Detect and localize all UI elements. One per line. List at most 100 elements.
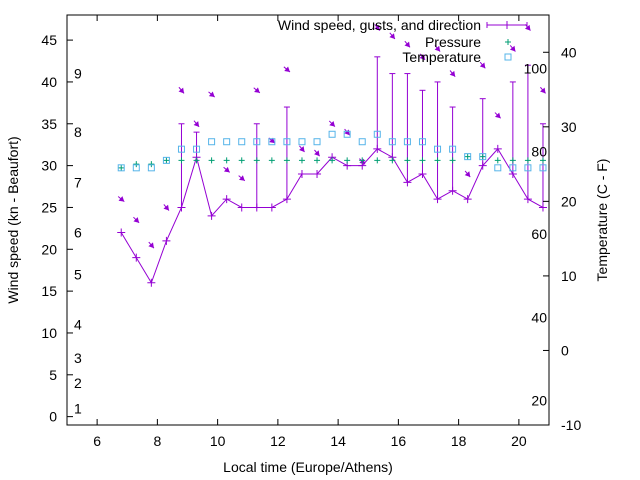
pressure-point — [253, 157, 260, 164]
wind-direction-arrow — [253, 87, 261, 94]
wind-arrow-head — [163, 204, 169, 211]
y-tick-label: 0 — [49, 409, 57, 425]
wind-speed-point — [538, 203, 547, 212]
wind-direction-arrow — [389, 32, 396, 40]
y-tick-label: 20 — [41, 241, 57, 257]
wind-arrow-head — [148, 242, 154, 249]
beaufort-label: 6 — [74, 225, 82, 241]
legend-group: Wind speed, gusts, and directionPressure… — [278, 17, 528, 65]
temperature-point — [283, 138, 291, 146]
wind-speed-point — [297, 169, 306, 178]
x-tick-label: 20 — [511, 433, 527, 449]
temperature-point — [343, 130, 351, 138]
y-tick-label: 40 — [41, 74, 57, 90]
x-tick-label: 6 — [93, 433, 101, 449]
pressure-point — [178, 157, 185, 164]
x-tick-label: 18 — [451, 433, 467, 449]
wind-arrow-head — [284, 66, 290, 72]
temperature-point — [147, 164, 155, 172]
wind-direction-arrow — [238, 175, 246, 182]
beaufort-label: 3 — [74, 350, 82, 366]
y2-tick-label: 0 — [561, 342, 569, 358]
axes-group: 6 8 10 12 14 16 18 20051015202530354045-1001020… — [41, 14, 581, 449]
pressure-point — [494, 157, 501, 164]
beaufort-label: 9 — [74, 66, 82, 82]
temperature-point — [524, 164, 532, 172]
wind-direction-arrow — [464, 170, 471, 178]
temperature-point — [162, 156, 170, 164]
wind-direction-arrow — [509, 45, 516, 52]
wind-arrow-head — [299, 146, 305, 152]
beaufort-label: 1 — [74, 400, 82, 416]
wind-direction-arrow — [494, 112, 501, 119]
legend-swatch-temperature — [504, 53, 512, 61]
pressure-point — [434, 157, 441, 164]
pressure-point — [539, 157, 546, 164]
pressure-point — [133, 161, 140, 168]
x-tick-label: 14 — [330, 433, 346, 449]
wind-arrow-head — [329, 120, 335, 127]
pressure-series-group — [118, 153, 546, 171]
pressure-point — [479, 153, 486, 160]
wind-direction-arrow — [524, 24, 531, 31]
temperature-point — [358, 138, 366, 146]
wind-speed-point — [117, 228, 126, 237]
temperature-point — [328, 130, 336, 138]
pressure-point — [163, 157, 170, 164]
wind-arrow-head — [404, 41, 410, 48]
y-tick-label: 10 — [41, 325, 57, 341]
temperature-point — [479, 153, 487, 161]
wind-speed-point — [478, 161, 487, 170]
beaufort-label: 5 — [74, 266, 82, 282]
wind-arrow-head — [254, 87, 260, 93]
fahrenheit-label: 40 — [531, 310, 547, 326]
temperature-point — [238, 138, 246, 146]
wind-direction-arrow — [208, 91, 215, 98]
legend-swatch-pressure — [505, 39, 511, 45]
x-tick-label: 10 — [210, 433, 226, 449]
wind-speed-point — [493, 144, 502, 153]
wind-direction-arrow — [479, 61, 486, 69]
temperature-point — [268, 138, 276, 146]
legend-label: Pressure — [425, 34, 481, 50]
wind-arrow-head — [449, 70, 456, 77]
wind-speed-point — [222, 195, 231, 204]
fahrenheit-label: 60 — [531, 226, 547, 242]
wind-direction-arrow — [328, 120, 336, 127]
y-tick-label: 5 — [49, 367, 57, 383]
wind-speed-point — [403, 178, 412, 187]
wind-speed-point — [433, 195, 442, 204]
temperature-point — [313, 138, 321, 146]
pressure-point — [223, 157, 230, 164]
wind-arrow-head — [419, 54, 426, 60]
temperature-point — [494, 164, 502, 172]
pressure-point — [148, 161, 155, 168]
wind-speed-point — [237, 203, 246, 212]
wind-arrow-head — [524, 24, 531, 31]
y-tick-label: 30 — [41, 158, 57, 174]
wind-speed-point — [418, 169, 427, 178]
pressure-point — [329, 157, 336, 164]
beaufort-label: 4 — [74, 317, 82, 333]
beaufort-label: 7 — [74, 174, 82, 190]
temperature-point — [373, 130, 381, 138]
legend-swatch-marker — [503, 21, 511, 29]
wind-speed-point — [252, 203, 261, 212]
wind-arrow-head — [208, 91, 215, 98]
fahrenheit-label: 80 — [531, 143, 547, 159]
wind-arrow-head — [133, 217, 140, 223]
x-tick-label: 12 — [270, 433, 286, 449]
y-tick-label: 35 — [41, 116, 57, 132]
pressure-point — [509, 157, 516, 164]
wind-speed-point — [207, 211, 216, 220]
wind-speed-point — [132, 253, 141, 262]
wind-arrow-head — [193, 121, 200, 127]
wind-direction-arrow — [193, 120, 200, 128]
wind-arrow-head — [118, 196, 125, 202]
wind-direction-arrow — [148, 241, 155, 249]
wind-speed-point — [267, 203, 276, 212]
wind-speed-point — [448, 186, 457, 195]
wind-arrow-head — [223, 166, 230, 173]
pressure-point — [268, 157, 275, 164]
